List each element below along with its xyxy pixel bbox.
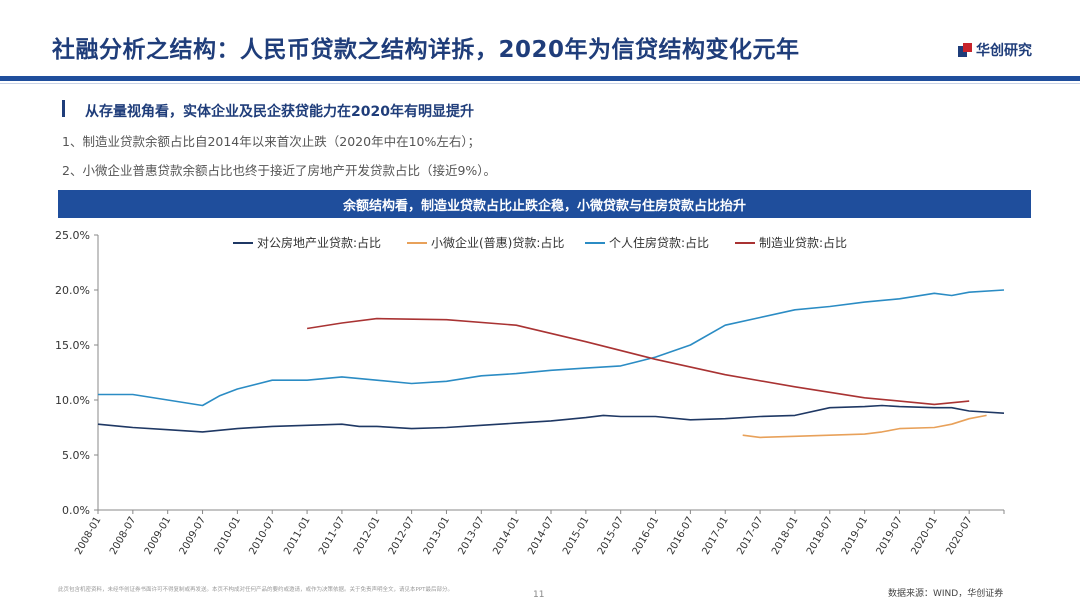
y-tick-label: 20.0% (55, 284, 90, 297)
x-tick-label: 2016-07 (666, 515, 696, 557)
header-divider-thin (0, 83, 1080, 84)
x-tick-label: 2011-07 (317, 515, 347, 557)
legend-label-3: 个人住房贷款:占比 (609, 235, 709, 250)
brand-logo: 华创研究 (958, 40, 1032, 60)
x-tick-label: 2019-01 (840, 515, 870, 557)
x-tick-label: 2015-07 (596, 515, 626, 557)
x-tick-label: 2019-07 (875, 515, 905, 557)
y-tick-label: 15.0% (55, 339, 90, 352)
section-marker (62, 100, 65, 117)
x-tick-label: 2014-01 (491, 515, 521, 557)
data-source: 数据来源：WIND，华创证券 (888, 589, 1004, 599)
x-tick-label: 2016-01 (631, 515, 661, 557)
x-tick-label: 2008-01 (73, 515, 103, 557)
x-tick-label: 2009-07 (178, 515, 208, 557)
x-tick-label: 2012-07 (387, 515, 417, 557)
legend-label-2: 小微企业(普惠)贷款:占比 (431, 235, 564, 250)
x-tick-label: 2013-01 (422, 515, 452, 557)
x-tick-label: 2012-01 (352, 515, 382, 557)
series-line-2 (742, 414, 987, 439)
legend-label-4: 制造业贷款:占比 (759, 235, 847, 250)
x-tick-label: 2014-07 (526, 515, 556, 557)
x-tick-label: 2018-01 (770, 515, 800, 557)
bullet-point-2: 2、小微企业普惠贷款余额占比也终于接近了房地产开发贷款占比（接近9%）。 (62, 163, 497, 178)
x-tick-label: 2020-01 (909, 515, 939, 557)
chart-banner: 余额结构看，制造业贷款占比止跌企稳，小微贷款与住房贷款占比抬升 (58, 190, 1031, 218)
x-tick-label: 2009-01 (143, 515, 173, 557)
x-tick-label: 2017-07 (735, 515, 765, 557)
x-tick-label: 2008-07 (108, 515, 138, 557)
page-number: 11 (533, 590, 545, 600)
x-tick-label: 2011-01 (282, 515, 312, 557)
x-tick-label: 2020-07 (944, 515, 974, 557)
brand-mark-icon (958, 43, 972, 57)
y-tick-label: 5.0% (62, 449, 90, 462)
y-tick-label: 25.0% (55, 229, 90, 242)
line-chart: 0.0% 5.0% 10.0% 15.0% 20.0% 25.0% 2008-01 2008-… (55, 229, 1005, 557)
x-tick-label: 2015-01 (561, 515, 591, 557)
brand-name: 华创研究 (976, 43, 1032, 59)
x-tick-label: 2017-01 (700, 515, 730, 557)
series-line-1 (97, 404, 1005, 433)
x-tick-label: 2018-07 (805, 515, 835, 557)
disclaimer: 此页包含机密资料，未经华创证券书面许可不得复制或再发送。本页不构成对任何产品的要… (58, 587, 453, 593)
section-heading: 从存量视角看，实体企业及民企获贷能力在2020年有明显提升 (85, 104, 474, 120)
header-divider (0, 76, 1080, 81)
page-title: 社融分析之结构：人民币贷款之结构详拆，2020年为信贷结构变化元年 (52, 37, 800, 63)
x-tick-label: 2010-07 (247, 515, 277, 557)
series-line-3 (98, 289, 1005, 407)
x-tick-label: 2013-07 (456, 515, 486, 557)
legend-label-1: 对公房地产业贷款:占比 (257, 235, 381, 250)
y-tick-label: 10.0% (55, 394, 90, 407)
bullet-point-1: 1、制造业贷款余额占比自2014年以来首次止跌（2020年中在10%左右）； (62, 134, 481, 149)
x-tick-label: 2010-01 (213, 515, 243, 557)
series-line-4 (306, 317, 970, 406)
y-tick-label: 0.0% (62, 504, 90, 517)
